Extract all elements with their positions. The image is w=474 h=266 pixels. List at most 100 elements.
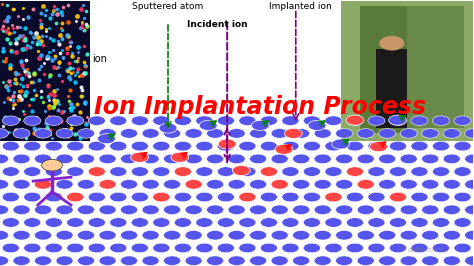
Circle shape	[99, 180, 116, 189]
Circle shape	[0, 180, 9, 189]
Circle shape	[432, 141, 449, 151]
Circle shape	[422, 154, 439, 164]
Circle shape	[228, 205, 245, 215]
Circle shape	[142, 205, 159, 215]
Circle shape	[368, 192, 385, 202]
Circle shape	[228, 230, 245, 240]
Circle shape	[260, 141, 277, 151]
Circle shape	[56, 230, 73, 240]
Circle shape	[357, 180, 374, 189]
Circle shape	[357, 154, 374, 164]
Circle shape	[411, 243, 428, 253]
Circle shape	[110, 192, 127, 202]
Circle shape	[88, 192, 105, 202]
Circle shape	[260, 243, 277, 253]
Circle shape	[325, 192, 342, 202]
Circle shape	[422, 256, 439, 265]
Circle shape	[250, 180, 267, 189]
Circle shape	[13, 230, 30, 240]
Circle shape	[153, 192, 170, 202]
Circle shape	[67, 218, 84, 227]
Circle shape	[379, 154, 396, 164]
Circle shape	[13, 180, 30, 189]
Circle shape	[389, 115, 407, 125]
Circle shape	[218, 167, 234, 176]
Circle shape	[228, 129, 245, 138]
Circle shape	[303, 141, 320, 151]
Circle shape	[218, 192, 234, 202]
Circle shape	[228, 180, 245, 189]
Text: Ion Implantation Process: Ion Implantation Process	[94, 95, 426, 119]
Circle shape	[153, 116, 170, 126]
Circle shape	[207, 230, 224, 240]
Circle shape	[110, 116, 127, 126]
Circle shape	[207, 205, 224, 215]
Circle shape	[164, 129, 181, 138]
Circle shape	[196, 218, 213, 227]
Circle shape	[275, 144, 293, 154]
Circle shape	[2, 192, 19, 202]
Circle shape	[379, 129, 396, 138]
Circle shape	[164, 205, 181, 215]
Circle shape	[153, 243, 170, 253]
Circle shape	[164, 180, 181, 189]
Circle shape	[325, 141, 342, 151]
Circle shape	[199, 120, 217, 130]
Circle shape	[284, 128, 302, 138]
Circle shape	[250, 230, 267, 240]
Circle shape	[99, 205, 116, 215]
Circle shape	[35, 154, 52, 164]
Circle shape	[218, 139, 236, 149]
Circle shape	[78, 154, 94, 164]
Circle shape	[174, 116, 191, 126]
Circle shape	[99, 230, 116, 240]
Circle shape	[56, 256, 73, 265]
Circle shape	[465, 180, 474, 189]
Circle shape	[153, 218, 170, 227]
Circle shape	[88, 116, 105, 126]
Circle shape	[239, 243, 256, 253]
Circle shape	[346, 192, 364, 202]
Circle shape	[400, 205, 417, 215]
Circle shape	[390, 243, 407, 253]
Circle shape	[465, 256, 474, 265]
Circle shape	[346, 141, 364, 151]
Circle shape	[0, 256, 9, 265]
Circle shape	[2, 141, 19, 151]
Circle shape	[411, 218, 428, 227]
Circle shape	[78, 205, 94, 215]
Circle shape	[379, 180, 396, 189]
Circle shape	[454, 218, 471, 227]
Circle shape	[260, 218, 277, 227]
Circle shape	[346, 243, 364, 253]
Circle shape	[2, 218, 19, 227]
Circle shape	[336, 230, 353, 240]
Circle shape	[271, 256, 288, 265]
Circle shape	[400, 154, 417, 164]
Circle shape	[282, 116, 299, 126]
Circle shape	[24, 243, 41, 253]
Circle shape	[99, 154, 116, 164]
Circle shape	[2, 167, 19, 176]
Circle shape	[422, 180, 439, 189]
Circle shape	[13, 154, 30, 164]
Circle shape	[207, 154, 224, 164]
Circle shape	[78, 129, 94, 138]
Circle shape	[13, 205, 30, 215]
Circle shape	[67, 141, 84, 151]
Circle shape	[454, 167, 471, 176]
Circle shape	[282, 167, 299, 176]
Circle shape	[314, 205, 331, 215]
Circle shape	[400, 230, 417, 240]
Circle shape	[239, 167, 256, 176]
Circle shape	[120, 129, 137, 138]
Circle shape	[250, 154, 267, 164]
Circle shape	[67, 243, 84, 253]
Circle shape	[207, 256, 224, 265]
Circle shape	[432, 218, 449, 227]
Circle shape	[314, 256, 331, 265]
Circle shape	[465, 205, 474, 215]
Circle shape	[390, 218, 407, 227]
Circle shape	[131, 116, 148, 126]
Circle shape	[142, 180, 159, 189]
